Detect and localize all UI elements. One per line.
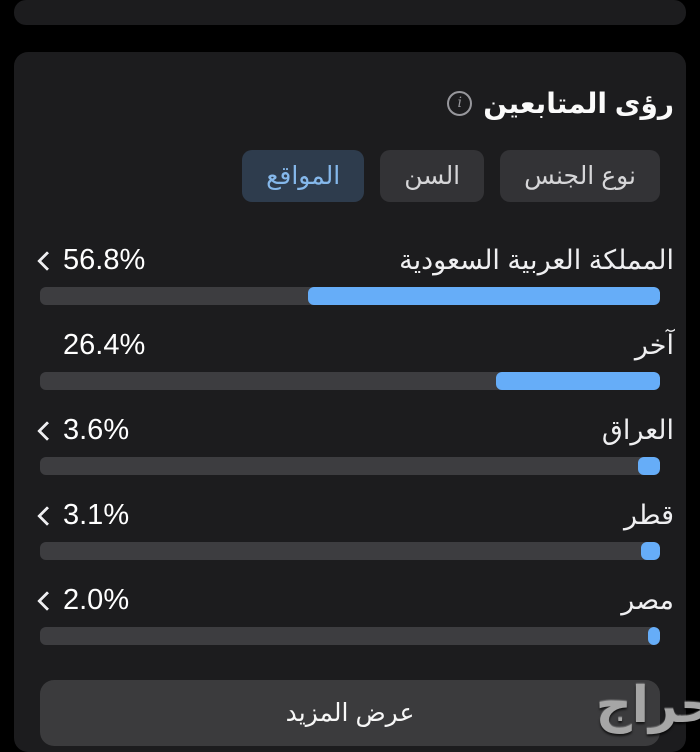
location-row: آخر 26.4% [14,329,686,415]
location-row[interactable]: العراق 3.6% [14,413,686,500]
location-percentage: 3.6% [37,413,130,447]
tab-locations[interactable]: المواقع [242,150,365,202]
location-percentage: 26.4% [40,329,145,362]
location-percentage: 2.0% [37,583,130,617]
card-header: رؤى المتابعين i [40,84,674,122]
screen: { "colors": { "page_bg": "#000000", "car… [14,0,700,752]
progress-track [40,287,660,305]
chevron-left-icon [37,250,57,271]
location-row-header: آخر 26.4% [14,329,686,362]
tab-gender[interactable]: نوع الجنس [500,150,660,202]
location-row[interactable]: قطر 3.1% [14,498,686,585]
location-row[interactable]: مصر 2.0% [14,583,686,670]
percentage-value: 2.0% [63,583,130,616]
location-row-header: المملكة العربية السعودية 56.8% [14,243,686,277]
percentage-value: 3.1% [63,498,130,531]
page-title: رؤى المتابعين [483,87,674,119]
percentage-value: 26.4% [63,328,146,361]
progress-track [40,372,660,390]
progress-track [40,627,660,645]
location-label: قطر [624,500,674,530]
chevron-left-icon [37,420,57,441]
show-more-button[interactable]: عرض المزيد [40,680,660,746]
location-row[interactable]: المملكة العربية السعودية 56.8% [14,243,686,330]
progress-fill [640,542,660,560]
previous-card-partial [14,0,686,25]
percentage-value: 56.8% [63,243,146,276]
insights-tab-bar: نوع الجنس السن المواقع [40,150,660,202]
location-label: آخر [634,330,674,360]
progress-fill [647,627,660,645]
location-label: مصر [621,585,674,615]
percentage-value: 3.6% [63,413,130,446]
location-row-header: قطر 3.1% [14,498,686,532]
location-label: العراق [601,415,674,445]
followers-insights-card: رؤى المتابعين i نوع الجنس السن المواقع الم… [14,52,686,752]
location-label: المملكة العربية السعودية [399,245,674,275]
progress-track [40,542,660,560]
tab-age[interactable]: السن [380,150,485,202]
location-percentage: 3.1% [37,498,130,532]
chevron-left-icon [37,590,57,611]
locations-list: المملكة العربية السعودية 56.8% آخر 26.4% الع… [14,243,686,670]
progress-fill [496,372,660,390]
progress-fill [637,457,660,475]
location-row-header: العراق 3.6% [14,413,686,447]
location-row-header: مصر 2.0% [14,583,686,617]
info-circle-icon[interactable]: i [447,90,473,116]
progress-track [40,457,660,475]
location-percentage: 56.8% [37,243,146,277]
chevron-left-icon [37,505,57,526]
progress-fill [307,287,660,305]
